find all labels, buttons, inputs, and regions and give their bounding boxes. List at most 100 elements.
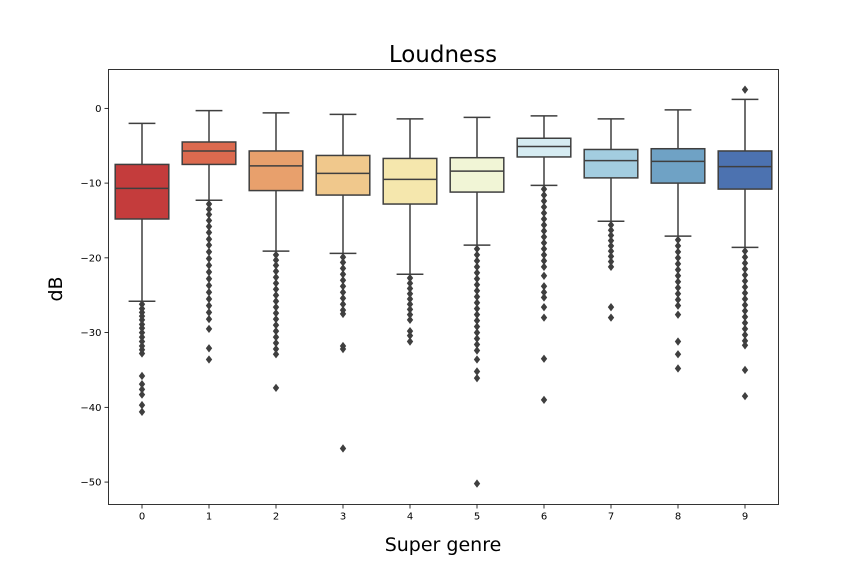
outlier-point xyxy=(205,294,213,304)
outlier-point xyxy=(674,301,682,310)
outlier-point xyxy=(138,385,146,394)
outlier-point xyxy=(540,226,548,236)
x-tick-label: 9 xyxy=(742,512,748,523)
box-iqr xyxy=(181,141,237,166)
outlier-point xyxy=(674,265,682,274)
outlier-point xyxy=(473,268,481,277)
outlier-point xyxy=(540,250,548,260)
outlier-point xyxy=(473,250,481,260)
chart-title: Loudness xyxy=(389,42,497,68)
outlier-point xyxy=(406,279,414,288)
outlier-point xyxy=(272,285,280,294)
outlier-point xyxy=(205,314,213,324)
box-iqr xyxy=(516,137,572,158)
outlier-point xyxy=(741,306,749,316)
plot-frame xyxy=(108,69,779,505)
outlier-point xyxy=(406,284,414,293)
outlier-point xyxy=(205,199,213,209)
outlier-point xyxy=(205,235,213,244)
box-iqr xyxy=(315,154,371,196)
outlier-point xyxy=(473,328,481,337)
outlier-point xyxy=(406,326,414,336)
outlier-point xyxy=(272,332,280,342)
outlier-point xyxy=(473,316,481,325)
outlier-point xyxy=(741,258,749,268)
x-tick-label: 0 xyxy=(139,512,145,523)
outlier-point xyxy=(473,256,481,266)
outlier-point xyxy=(272,291,280,300)
outlier-point xyxy=(674,277,682,286)
outlier-point xyxy=(473,292,481,301)
outlier-point xyxy=(473,334,481,343)
outlier-point xyxy=(272,267,280,276)
outlier-point xyxy=(205,222,213,231)
outlier-point xyxy=(339,288,347,297)
outlier-point xyxy=(205,254,213,263)
outlier-point xyxy=(741,276,749,286)
outlier-point xyxy=(205,216,213,225)
outlier-point xyxy=(741,270,749,280)
outlier-point xyxy=(741,288,749,298)
outlier-point xyxy=(741,252,749,262)
outlier-point xyxy=(540,256,548,266)
outlier-point xyxy=(607,252,615,261)
outlier-point xyxy=(741,324,749,334)
outlier-point xyxy=(540,354,548,363)
outlier-point xyxy=(205,228,213,237)
outlier-point xyxy=(339,444,347,453)
outlier-point xyxy=(607,246,615,256)
outlier-point xyxy=(540,303,548,312)
outlier-point xyxy=(339,270,347,279)
outlier-point xyxy=(540,220,548,230)
outlier-point xyxy=(406,310,414,319)
outlier-point xyxy=(272,303,280,312)
outlier-point xyxy=(406,305,414,314)
box-iqr xyxy=(382,157,438,205)
outlier-point xyxy=(540,208,548,218)
outlier-point xyxy=(473,310,481,319)
outlier-point xyxy=(741,246,749,256)
outlier-point xyxy=(473,274,481,283)
outlier-point xyxy=(272,320,280,330)
boxes-layer xyxy=(114,85,773,488)
outlier-point xyxy=(607,226,615,235)
outlier-point xyxy=(741,365,749,375)
outlier-point xyxy=(473,346,481,355)
x-axis-label: Super genre xyxy=(385,534,502,556)
outlier-point xyxy=(406,294,414,304)
outlier-point xyxy=(540,288,548,297)
outlier-point xyxy=(138,349,146,358)
y-tick-label: −20 xyxy=(80,253,101,264)
outlier-point xyxy=(272,273,280,282)
outlier-point xyxy=(540,262,548,271)
outlier-point xyxy=(473,280,481,289)
box-iqr xyxy=(583,148,639,179)
box-group-9 xyxy=(717,85,773,401)
outlier-point xyxy=(674,283,682,292)
box-group-8 xyxy=(650,109,706,373)
y-tick-label: −40 xyxy=(80,403,101,414)
outlier-point xyxy=(607,220,615,230)
x-axis: 0 1 2 3 4 5 6 7 8 9 xyxy=(139,504,748,523)
outlier-point xyxy=(540,395,548,405)
outlier-point xyxy=(272,314,280,324)
outlier-point xyxy=(674,295,682,304)
outlier-point xyxy=(674,247,682,257)
outlier-point xyxy=(540,313,548,322)
outlier-point xyxy=(607,313,615,322)
outlier-point xyxy=(406,337,414,346)
outlier-point xyxy=(272,338,280,348)
box-group-3 xyxy=(315,113,371,453)
outlier-point xyxy=(138,371,146,381)
outlier-point xyxy=(138,328,146,337)
y-tick-label: 0 xyxy=(95,104,101,115)
outlier-point xyxy=(674,350,682,359)
outlier-point xyxy=(272,250,280,260)
outlier-point xyxy=(473,298,481,307)
outlier-point xyxy=(674,271,682,280)
outlier-point xyxy=(205,301,213,310)
x-tick-label: 4 xyxy=(407,512,413,523)
outlier-point xyxy=(339,300,347,309)
outlier-point xyxy=(339,344,347,354)
y-tick-label: −10 xyxy=(80,179,101,190)
